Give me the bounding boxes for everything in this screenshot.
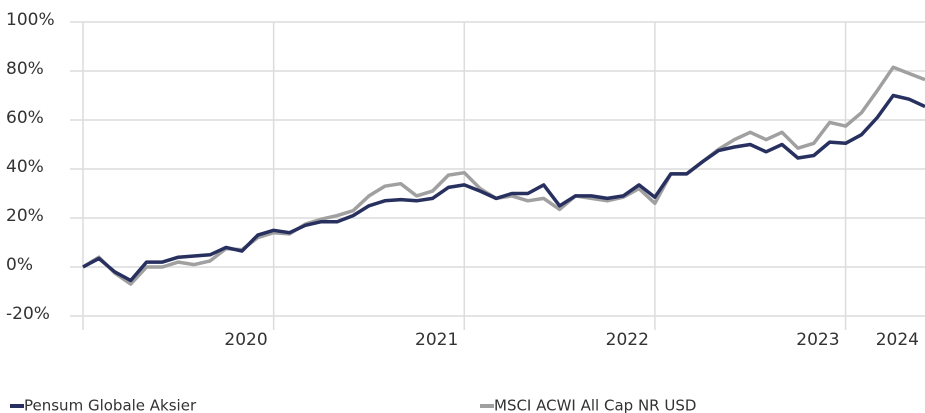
y-tick-label: 80% <box>6 59 44 79</box>
legend-label: Pensum Globale Aksier <box>24 397 197 413</box>
y-tick-label: 20% <box>6 206 44 226</box>
legend-label: MSCI ACWI All Cap NR USD <box>494 397 696 413</box>
y-tick-label: -20% <box>6 304 50 324</box>
x-tick-label: 2024 <box>876 330 919 350</box>
y-tick-label: 40% <box>6 157 44 177</box>
x-tick-label: 2022 <box>606 330 649 350</box>
y-tick-label: 100% <box>6 10 55 30</box>
x-tick-label: 2023 <box>796 330 839 350</box>
y-tick-label: 60% <box>6 108 44 128</box>
y-tick-label: 0% <box>6 255 33 275</box>
x-tick-label: 2020 <box>224 330 267 350</box>
x-tick-label: 2021 <box>415 330 458 350</box>
line-series <box>82 93 925 283</box>
line-series <box>82 65 925 286</box>
